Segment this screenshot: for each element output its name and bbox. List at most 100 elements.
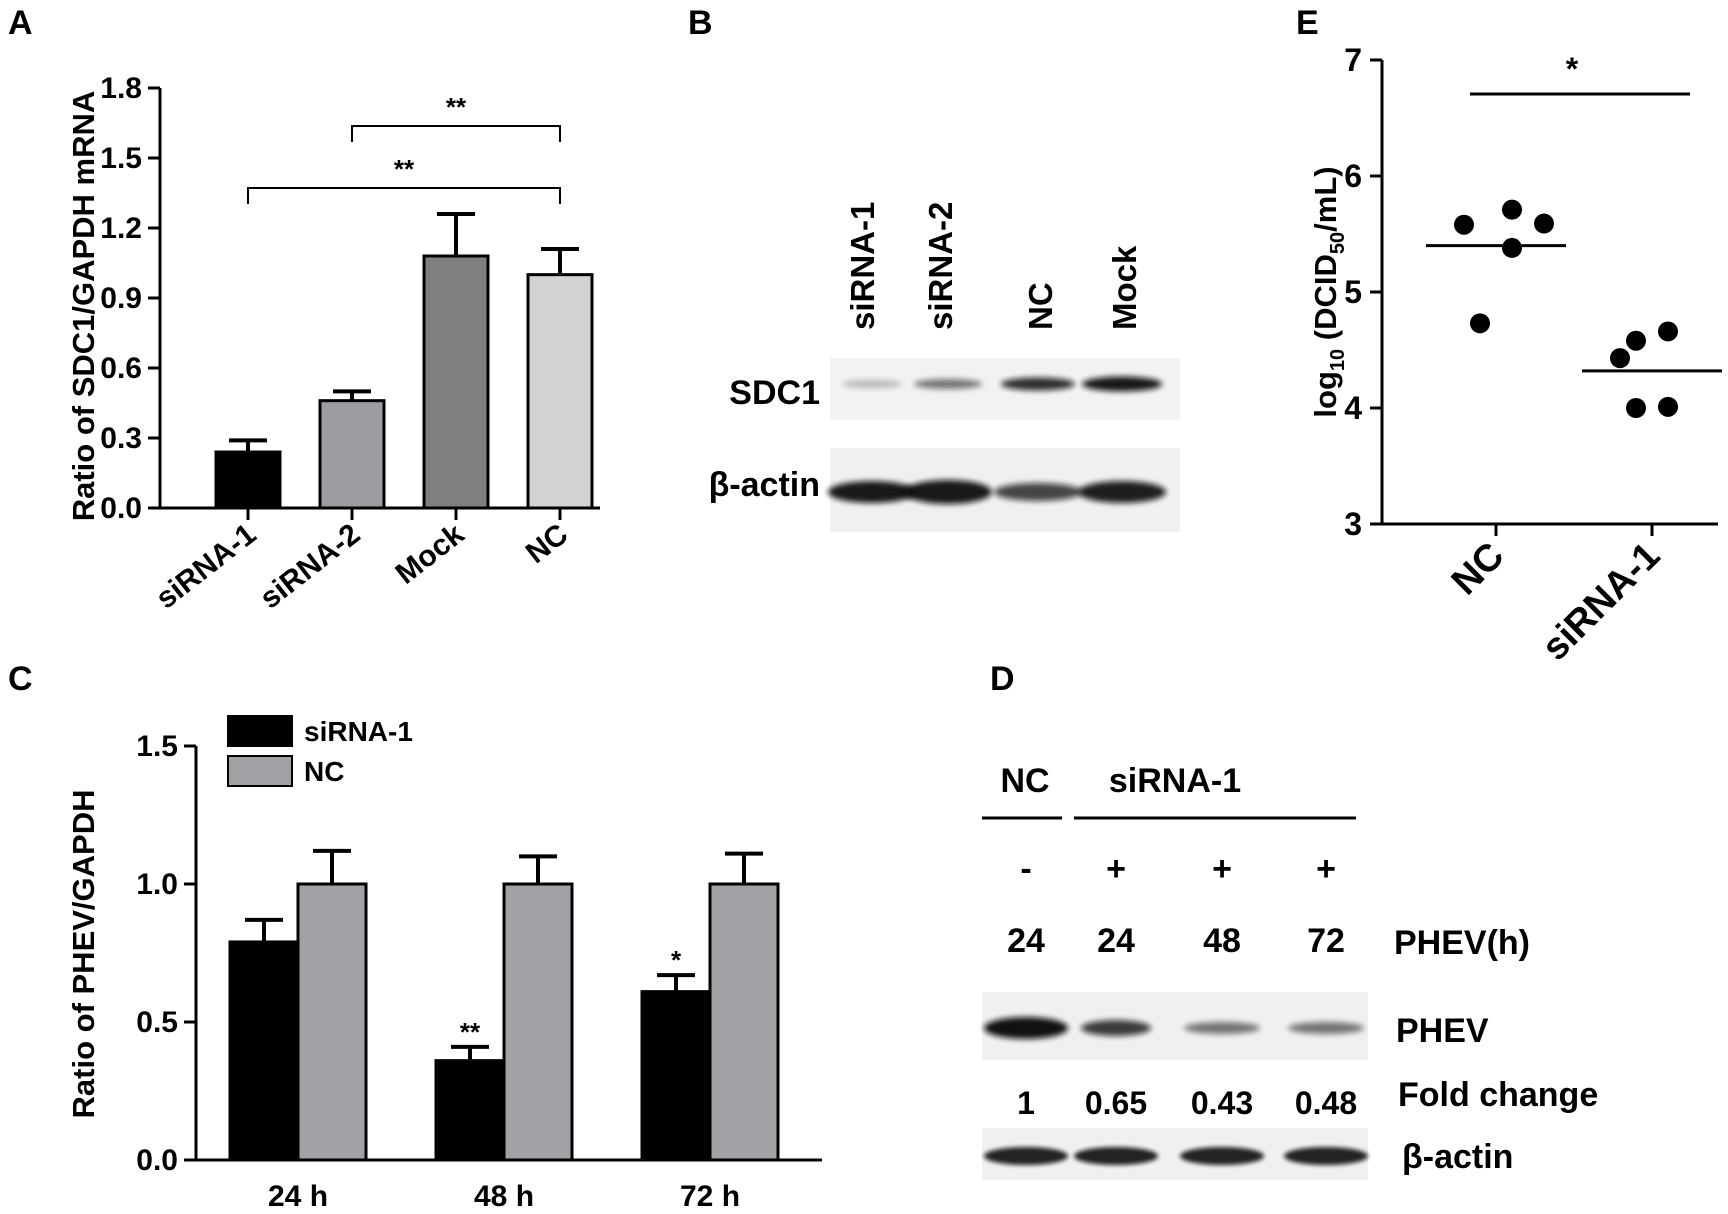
- blot-d-band-actin-3: [1284, 1147, 1368, 1165]
- blot-d-band-actin-2: [1180, 1147, 1264, 1165]
- blot-d-hour-3: 72: [1307, 922, 1345, 960]
- blot-b-row-sdc1: SDC1: [729, 374, 820, 412]
- blot-b-band-actin-2: [994, 483, 1082, 501]
- chart-a-sig-bracket-1: [351, 125, 561, 142]
- blot-d-group-sirna: siRNA-1: [1109, 762, 1241, 800]
- panel-label-a: A: [8, 4, 33, 42]
- chart-c-bar-1-0: [296, 882, 368, 1162]
- blot-d-hour-2: 48: [1203, 922, 1241, 960]
- blot-d-band-phev-3: [1288, 1022, 1364, 1034]
- chart-e-ylabel-mid: (DCID: [1308, 254, 1343, 349]
- blot-d-band-phev-0: [984, 1017, 1068, 1039]
- panel-label-c: C: [8, 660, 33, 698]
- chart-a-ytick-label-3: 0.9: [100, 282, 142, 315]
- blot-d-treat-0: -: [1020, 850, 1031, 888]
- chart-a-xtick-label-3: NC: [520, 518, 574, 571]
- chart-c: Ratio of PHEV/GAPDH 0.00.51.01.5 *** 24 …: [66, 715, 822, 1213]
- chart-a-bar-0: [214, 450, 282, 510]
- chart-c-bar-1-2: [708, 882, 780, 1162]
- chart-a: Ratio of SDC1/GAPDH mRNA 0.0 0.3 0.6 0.9 1.2…: [66, 72, 600, 615]
- blot-d-hour-0: 24: [1007, 922, 1045, 960]
- blot-d-hour-1: 24: [1097, 922, 1135, 960]
- chart-a-sig-bracket-0: [247, 187, 561, 204]
- blot-d-fold-1: 0.65: [1085, 1085, 1147, 1121]
- blot-d-treat-3: +: [1316, 850, 1336, 888]
- chart-e-point-1-2: [1610, 348, 1630, 369]
- blot-d-treat-1: +: [1106, 850, 1126, 888]
- blot-b-band-actin-3: [1078, 481, 1166, 503]
- chart-e-point-0-2: [1534, 213, 1554, 234]
- chart-a-bar-2: [422, 254, 490, 510]
- chart-a-sig-label-1: **: [446, 92, 467, 122]
- chart-c-legend-label-1: NC: [304, 756, 344, 787]
- blot-d-group-nc: NC: [1000, 762, 1049, 800]
- blot-b-band-sdc1-0: [842, 380, 902, 388]
- chart-e-point-0-0: [1454, 214, 1474, 235]
- chart-a-bar-1: [318, 399, 386, 510]
- blot-b-lane-label-0: siRNA-1: [844, 202, 881, 330]
- chart-a-ytick-label-5: 1.5: [100, 142, 142, 175]
- chart-c-xtick-label-0: 24 h: [268, 1180, 328, 1213]
- chart-e-ytick-label-3: 6: [1344, 158, 1362, 194]
- chart-e-ytick-label-2: 5: [1344, 274, 1362, 310]
- chart-c-ytick-label-0: 0.0: [136, 1144, 178, 1177]
- blot-b-lane-label-2: NC: [1022, 282, 1059, 330]
- chart-e-ylabel-sub: 10: [1327, 349, 1349, 371]
- chart-a-ytick-label-1: 0.3: [100, 422, 142, 455]
- chart-e-point-0-4: [1470, 313, 1490, 334]
- blot-b-row-actin: β-actin: [709, 466, 820, 504]
- blot-d-band-phev-2: [1184, 1022, 1260, 1034]
- chart-c-sig-0-1: **: [460, 1017, 481, 1047]
- blot-b-band-actin-0: [828, 481, 916, 503]
- blot-b-band-sdc1-2: [1001, 377, 1075, 391]
- chart-a-xtick-label-0: siRNA-1: [150, 518, 262, 616]
- chart-c-legend-swatch-0: [227, 715, 293, 747]
- chart-c-bar-0-1: [434, 1059, 506, 1162]
- chart-e-ylabel-sub2: 50: [1327, 232, 1349, 254]
- blot-d-band-actin-1: [1074, 1147, 1158, 1165]
- chart-c-legend-label-0: siRNA-1: [304, 716, 413, 747]
- blot-d-fold-3: 0.48: [1295, 1085, 1357, 1121]
- blot-d-treat-2: +: [1212, 850, 1232, 888]
- chart-a-bar-3: [526, 273, 594, 510]
- chart-c-bar-1-1: [502, 882, 574, 1162]
- blot-b-band-actin-1: [904, 480, 992, 504]
- blot-d: NC siRNA-1 - + + +24 24 48 72 1 0.65 0.43 0.48 PHE…: [982, 762, 1598, 1180]
- blot-d-fold-2: 0.43: [1191, 1085, 1253, 1121]
- chart-e-ylabel-end: /mL): [1308, 166, 1343, 231]
- chart-e-ytick-label-4: 7: [1344, 42, 1362, 78]
- chart-a-ytick-label-6: 1.8: [100, 72, 142, 105]
- chart-e-point-1-0: [1626, 330, 1646, 351]
- chart-a-xtick-label-1: siRNA-2: [254, 518, 366, 616]
- chart-e-xtick-label-1: siRNA-1: [1534, 535, 1668, 669]
- blot-d-band-label: PHEV: [1396, 1012, 1489, 1050]
- chart-c-ytick-label-2: 1.0: [136, 868, 178, 901]
- chart-e-ylabel-log: log: [1308, 371, 1343, 418]
- chart-e-point-0-3: [1502, 237, 1522, 258]
- blot-b-band-sdc1-1: [914, 379, 982, 389]
- chart-c-ytick-label-3: 1.5: [136, 730, 178, 763]
- chart-c-ytick-label-1: 0.5: [136, 1006, 178, 1039]
- chart-c-ylabel: Ratio of PHEV/GAPDH: [66, 790, 101, 1119]
- chart-c-bar-0-2: [640, 990, 712, 1162]
- chart-a-ytick-label-0: 0.0: [100, 492, 142, 525]
- chart-e-point-1-4: [1626, 398, 1646, 418]
- blot-d-band-phev-1: [1081, 1020, 1151, 1036]
- blot-b-band-sdc1-3: [1082, 376, 1162, 392]
- blot-d-fold-0: 1: [1017, 1085, 1035, 1121]
- chart-a-ytick-label-4: 1.2: [100, 212, 142, 245]
- chart-e: log10 (DCID50/mL) 3 4 5 6 7 NC siRNA-1 *: [1308, 42, 1722, 669]
- panel-label-d: D: [990, 660, 1015, 698]
- chart-e-ytick-label-1: 4: [1344, 390, 1362, 426]
- blot-b: siRNA-1 siRNA-2 NC Mock SDC1 β-actin: [709, 202, 1180, 532]
- chart-c-xtick-label-1: 48 h: [474, 1180, 534, 1213]
- panel-label-b: B: [688, 4, 713, 42]
- chart-e-sig-label: *: [1566, 51, 1579, 87]
- chart-e-point-1-3: [1658, 396, 1678, 417]
- chart-e-ylabel: log10 (DCID50/mL): [1308, 166, 1349, 417]
- panel-label-e: E: [1296, 4, 1319, 42]
- chart-c-xtick-label-2: 72 h: [680, 1180, 740, 1213]
- chart-e-ytick-label-0: 3: [1344, 506, 1362, 542]
- blot-d-hours-label: PHEV(h): [1394, 924, 1530, 962]
